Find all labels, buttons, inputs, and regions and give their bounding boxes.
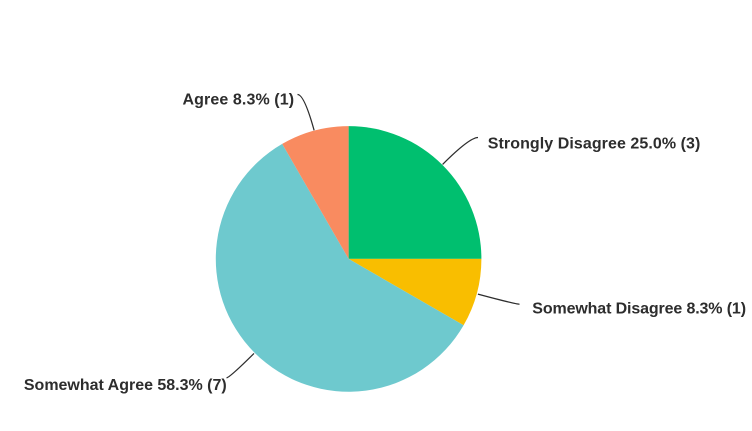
svg-text:Agree 8.3% (1): Agree 8.3% (1) <box>183 92 295 109</box>
svg-text:Strongly Disagree 25.0% (3): Strongly Disagree 25.0% (3) <box>488 136 701 153</box>
svg-text:Somewhat Disagree 8.3% (1): Somewhat Disagree 8.3% (1) <box>532 301 746 318</box>
svg-text:Somewhat Agree 58.3% (7): Somewhat Agree 58.3% (7) <box>24 377 227 394</box>
